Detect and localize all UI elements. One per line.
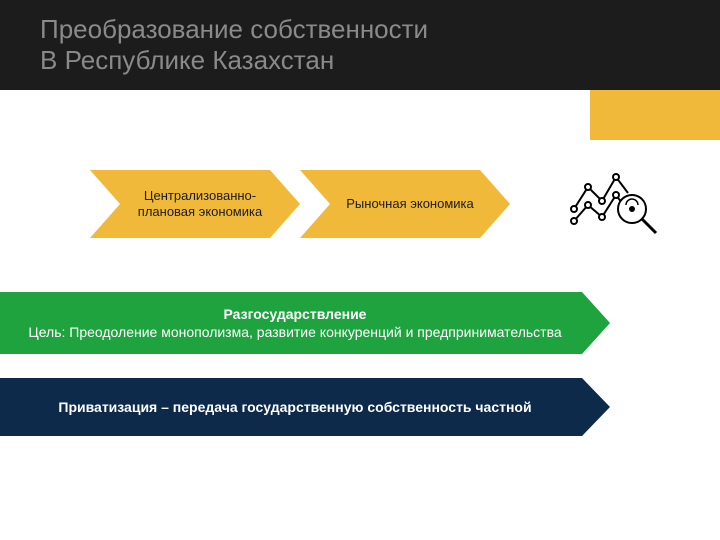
- bar-title: Разгосударствление: [224, 306, 367, 322]
- bar-title: Приватизация – передача государственную …: [58, 399, 531, 415]
- title-line-2: В Республике Казахстан: [40, 45, 334, 75]
- analytics-chart-icon: [570, 165, 660, 245]
- title-line-1: Преобразование собственности: [40, 14, 428, 44]
- bar-text: Приватизация – передача государственную …: [58, 398, 531, 416]
- bar-subtitle: Цель: Преодоление монополизма, развитие …: [28, 324, 561, 340]
- slide-title: Преобразование собственности В Республик…: [40, 14, 428, 76]
- chevron-market-economy: Рыночная экономика: [300, 170, 510, 238]
- chevron-planned-economy: Централизованно-плановая экономика: [90, 170, 300, 238]
- accent-block: [590, 90, 720, 140]
- slide-header: Преобразование собственности В Республик…: [0, 0, 720, 90]
- bar-privatization: Приватизация – передача государственную …: [0, 378, 610, 436]
- chevron-label: Рыночная экономика: [346, 196, 473, 212]
- chevron-row: Централизованно-плановая экономика Рыноч…: [90, 170, 510, 238]
- bar-text: Разгосударствление Цель: Преодоление мон…: [28, 305, 561, 341]
- chevron-label: Централизованно-плановая экономика: [128, 188, 272, 219]
- bar-denationalization: Разгосударствление Цель: Преодоление мон…: [0, 292, 610, 354]
